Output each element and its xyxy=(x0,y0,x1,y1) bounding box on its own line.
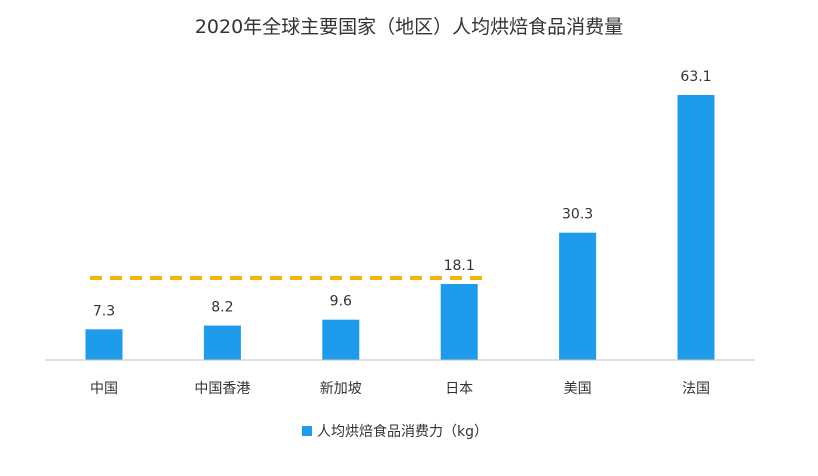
x-tick-label-4: 美国 xyxy=(564,381,592,397)
x-tick-labels: 中国 中国香港 新加坡 日本 美国 法国 xyxy=(90,381,710,397)
chart-title: 2020年全球主要国家（地区）人均烘焙食品消费量 xyxy=(195,16,623,38)
bar-0 xyxy=(85,329,123,360)
bar-4 xyxy=(559,232,597,360)
legend: 人均烘焙食品消费力（kg） xyxy=(302,423,488,440)
data-label-1: 8.2 xyxy=(211,300,233,316)
data-labels-layer: 7.3 8.2 9.6 18.1 30.3 63.1 xyxy=(93,69,712,319)
bars-layer xyxy=(85,95,715,360)
x-tick-label-1: 中国香港 xyxy=(194,381,250,397)
data-label-3: 18.1 xyxy=(444,258,475,274)
data-label-5: 63.1 xyxy=(680,69,711,85)
legend-label: 人均烘焙食品消费力（kg） xyxy=(317,423,488,440)
bar-2 xyxy=(322,319,360,360)
x-tick-label-5: 法国 xyxy=(682,381,710,397)
x-tick-label-0: 中国 xyxy=(90,381,118,397)
x-tick-label-2: 新加坡 xyxy=(320,381,362,397)
legend-swatch xyxy=(302,426,312,436)
bar-1 xyxy=(203,325,241,360)
x-tick-label-3: 日本 xyxy=(445,381,473,397)
data-label-0: 7.3 xyxy=(93,303,115,319)
bar-5 xyxy=(677,95,715,360)
data-label-4: 30.3 xyxy=(562,207,593,223)
bar-3 xyxy=(440,284,478,360)
data-label-2: 9.6 xyxy=(330,294,352,310)
